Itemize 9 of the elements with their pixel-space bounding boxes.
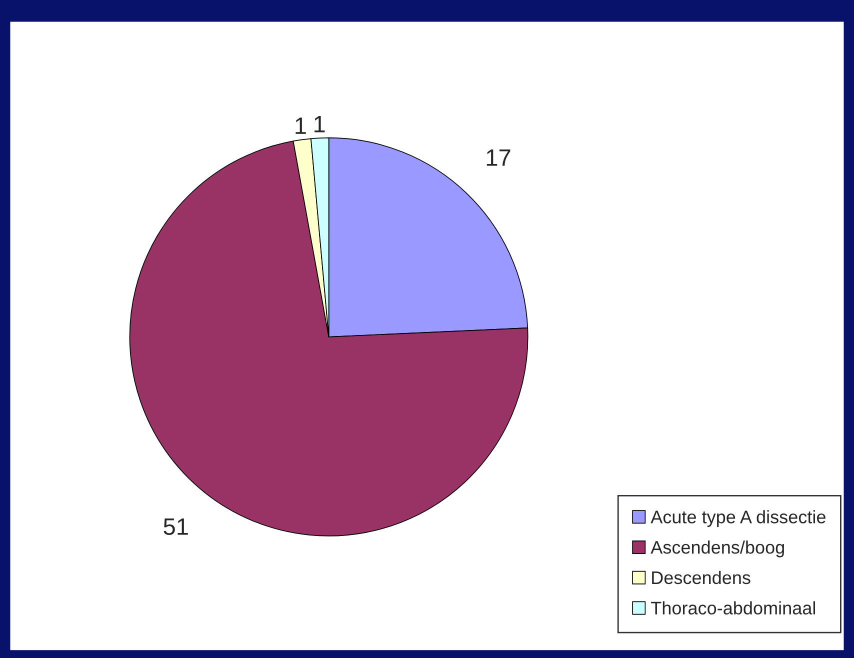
data-label: 1: [314, 116, 325, 132]
pie-slice: [129, 140, 528, 536]
data-label: 51: [164, 518, 188, 535]
legend-label: Acute type A dissectie: [650, 510, 826, 527]
legend-label: Ascendens/boog: [650, 540, 784, 558]
legend-label: Descendens: [652, 570, 750, 584]
legend-label: Thoraco-abdominaal: [651, 601, 816, 615]
data-label: 1: [296, 118, 306, 134]
data-label: 17: [486, 150, 510, 166]
